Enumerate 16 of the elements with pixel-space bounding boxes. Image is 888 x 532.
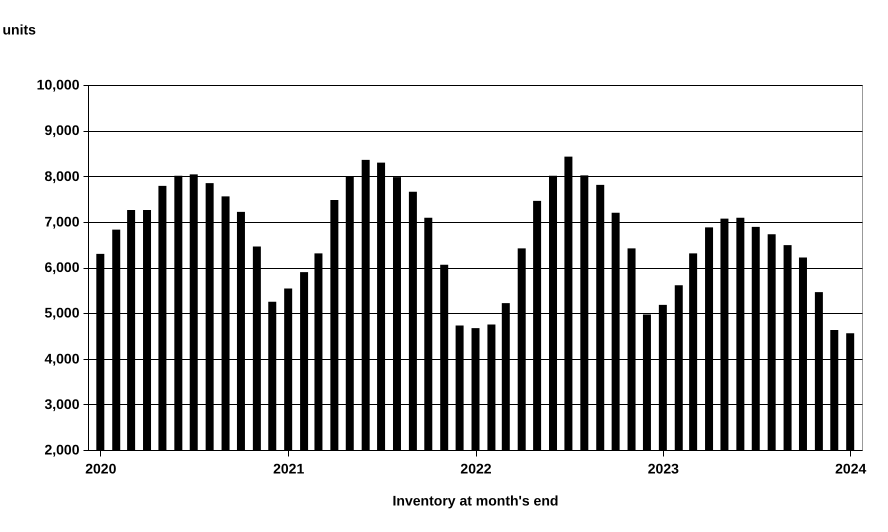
x-tick-label: 2020 bbox=[85, 460, 117, 476]
y-tick-label: 10,000 bbox=[36, 76, 80, 92]
x-tick-label: 2021 bbox=[273, 460, 304, 476]
x-axis-title: Inventory at month's end bbox=[392, 492, 558, 508]
y-tick-label: 3,000 bbox=[44, 396, 80, 412]
y-tick-label: 6,000 bbox=[44, 259, 80, 275]
y-axis-title: units bbox=[2, 22, 36, 38]
x-tick-label: 2023 bbox=[648, 460, 680, 476]
y-tick-label: 9,000 bbox=[44, 122, 80, 138]
x-tick-label: 2022 bbox=[460, 460, 492, 476]
y-tick-label: 4,000 bbox=[44, 350, 80, 366]
y-tick-label: 5,000 bbox=[44, 304, 80, 321]
y-tick-label: 2,000 bbox=[44, 442, 80, 458]
x-tick-label: 2024 bbox=[835, 460, 866, 476]
y-tick-label: 8,000 bbox=[44, 168, 80, 184]
y-tick-label: 7,000 bbox=[44, 213, 80, 230]
